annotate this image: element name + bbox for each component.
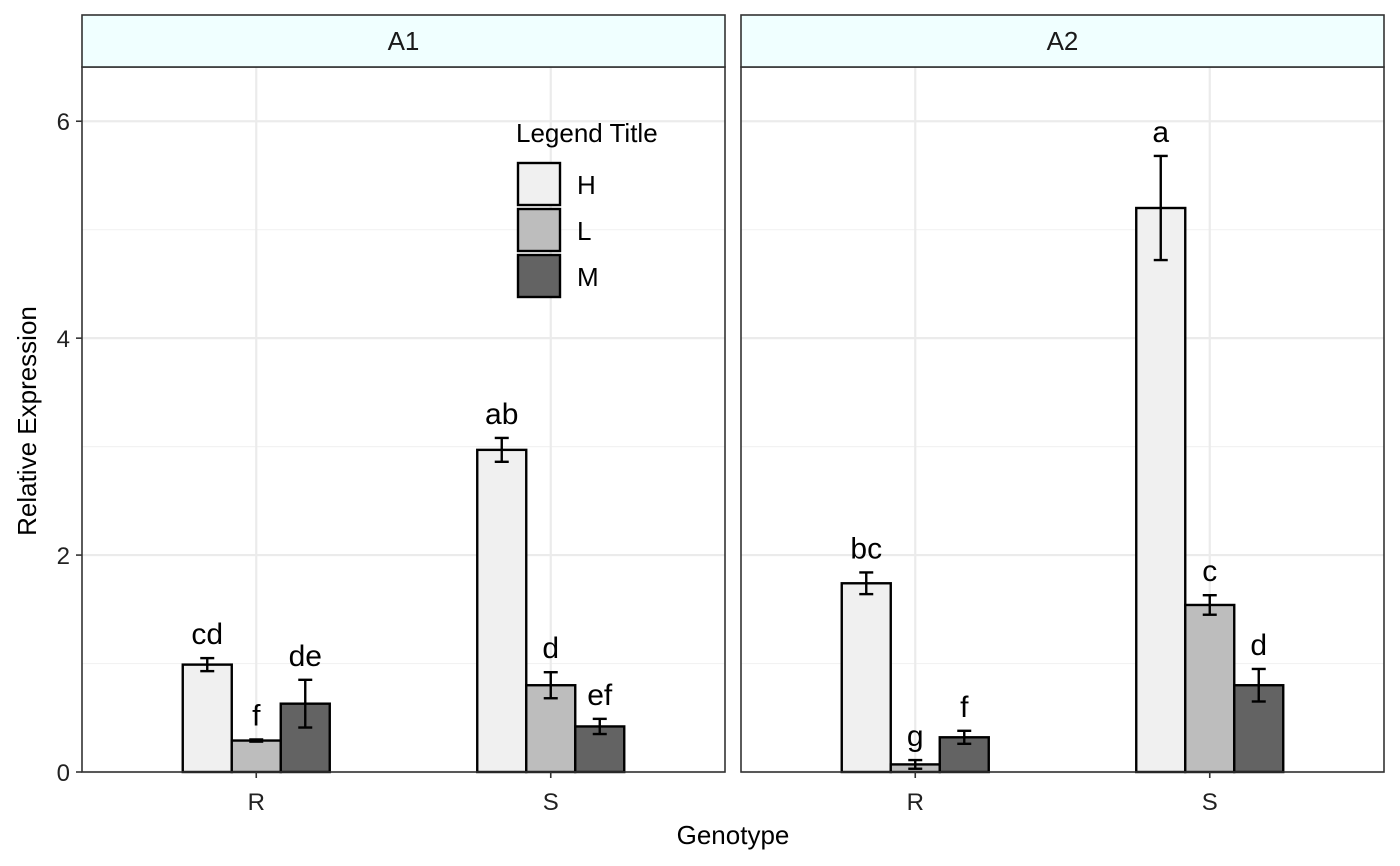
significance-label: ef [587, 679, 613, 712]
bar-A2-R-H [840, 582, 892, 774]
legend-label: L [577, 216, 591, 246]
legend-key-M [516, 253, 562, 299]
significance-label: c [1202, 555, 1217, 588]
bar-A1-R-H [181, 663, 233, 774]
significance-label: d [1250, 629, 1267, 662]
panel-background [741, 67, 1384, 772]
bar-A1-S-H [476, 448, 528, 774]
significance-label: g [907, 720, 924, 753]
y-tick-label: 4 [57, 326, 70, 353]
strip-A2 [740, 14, 1385, 68]
bar-A1-R-L [230, 739, 282, 774]
x-tick-label: R [907, 789, 924, 816]
strip-A1 [81, 14, 726, 68]
strip-label: A1 [388, 26, 420, 56]
y-axis-title: Relative Expression [12, 306, 42, 536]
strip-label: A2 [1047, 26, 1079, 56]
y-tick-label: 6 [57, 109, 70, 136]
y-tick-label: 2 [57, 543, 70, 570]
y-tick-label: 0 [57, 760, 70, 787]
significance-label: de [289, 640, 322, 673]
legend-label: H [577, 170, 596, 200]
legend-key-L [516, 207, 562, 253]
legend-label: M [577, 262, 599, 292]
legend-title: Legend Title [516, 118, 658, 148]
x-tick-label: R [248, 789, 265, 816]
legend-key-H [516, 161, 562, 207]
bar-A2-S-H [1135, 206, 1187, 774]
significance-label: a [1152, 116, 1169, 149]
x-tick-label: S [1202, 789, 1218, 816]
significance-label: bc [850, 532, 882, 565]
panel-background [82, 67, 725, 772]
bar-A2-S-L [1184, 603, 1236, 774]
significance-label: f [960, 691, 969, 724]
x-axis-title: Genotype [677, 820, 790, 850]
significance-label: ab [485, 398, 518, 431]
x-tick-label: S [543, 789, 559, 816]
significance-label: f [252, 699, 261, 732]
significance-label: cd [191, 618, 223, 651]
significance-label: d [542, 632, 559, 665]
